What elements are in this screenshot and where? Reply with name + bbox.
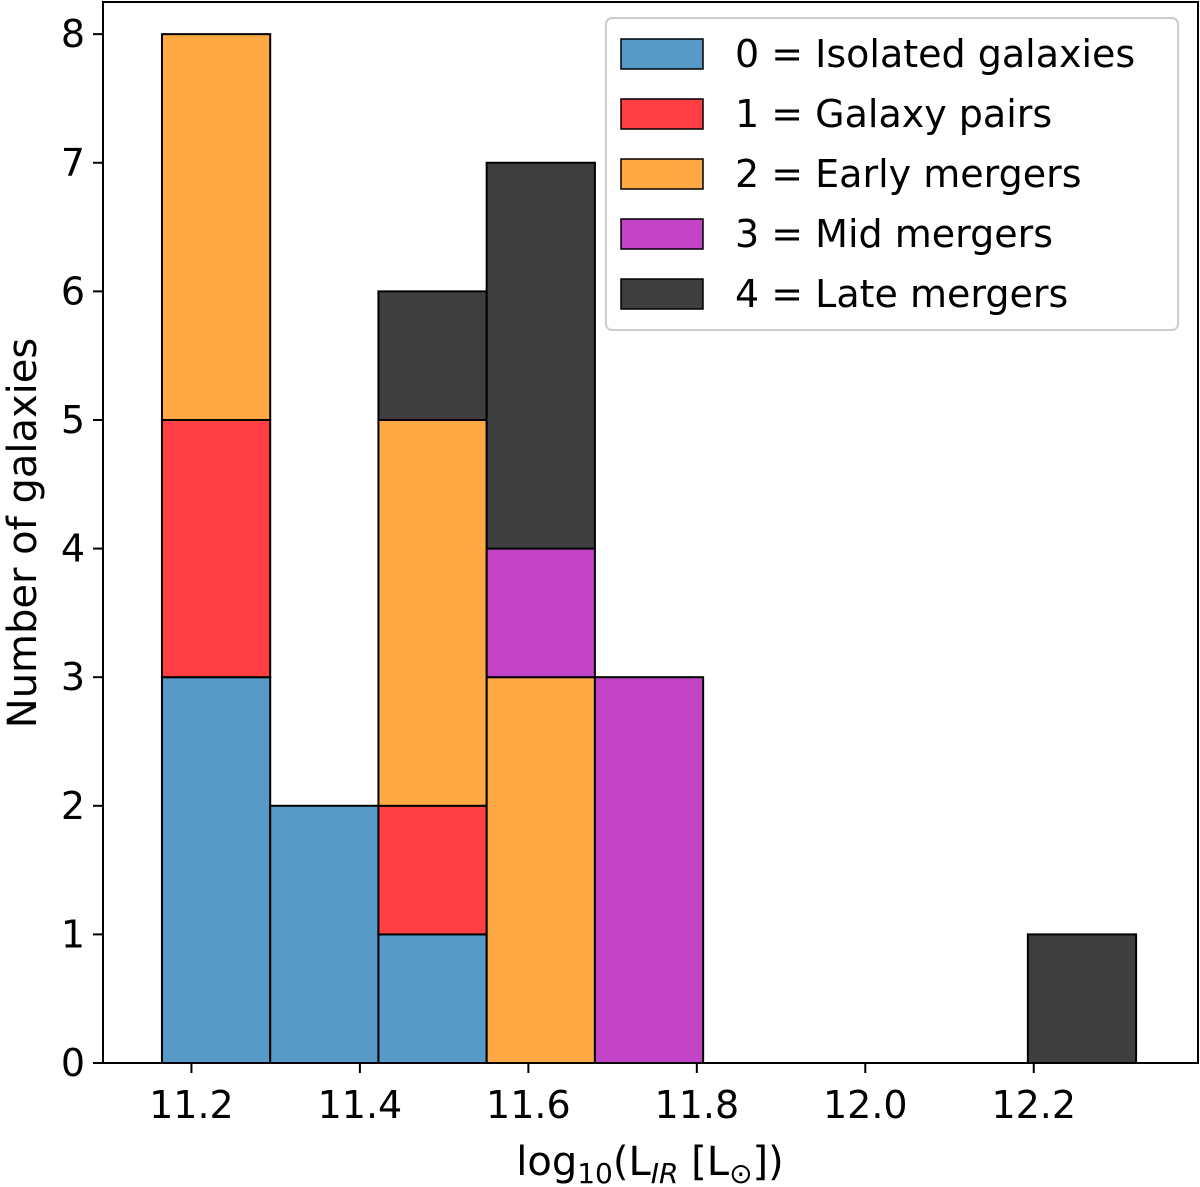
y-axis-ticks: 0 1 2 3 4 5 6 7 8 — [61, 12, 103, 1085]
legend-items: 0 = Isolated galaxies 1 = Galaxy pairs 2 =… — [620, 32, 1135, 316]
x-tick-label: 11.6 — [486, 1083, 571, 1127]
y-tick-label: 1 — [61, 912, 85, 956]
bar-series3-bin3 — [485, 547, 596, 679]
legend-label-4: 4 = Late mergers — [735, 272, 1068, 316]
x-axis-label-log: log — [516, 1139, 577, 1185]
x-axis-label: log10(LIR [L⊙]) — [516, 1139, 784, 1187]
y-tick-label: 3 — [61, 655, 85, 699]
x-axis-label-sun-symbol: ⊙ — [729, 1157, 752, 1187]
bar-series2-bin2 — [377, 418, 488, 807]
legend-label-1: 1 = Galaxy pairs — [735, 92, 1052, 136]
x-tick-label: 12.2 — [991, 1083, 1076, 1127]
bar-series4-bin2 — [377, 290, 488, 421]
x-tick-label: 11.4 — [318, 1083, 403, 1127]
legend-swatch-0 — [620, 38, 704, 70]
bar-series4-bin3 — [485, 161, 596, 550]
bars-group — [160, 33, 1138, 1065]
x-axis-label-unit: [L — [678, 1139, 729, 1185]
x-axis-label-close: ]) — [753, 1139, 784, 1185]
bar-series0-bin1 — [269, 804, 380, 1065]
x-tick-label: 11.2 — [149, 1083, 234, 1127]
x-axis-ticks: 11.2 11.4 11.6 11.8 12.0 12.2 — [149, 1063, 1076, 1127]
y-tick-label: 7 — [61, 141, 85, 185]
bar-series4-bin8 — [1026, 933, 1138, 1064]
legend-swatch-2 — [620, 158, 704, 190]
y-axis-label: Number of galaxies — [0, 338, 46, 728]
x-tick-label: 11.8 — [655, 1083, 740, 1127]
bar-series2-bin0 — [160, 33, 272, 421]
x-axis-label-sub-10: 10 — [577, 1157, 613, 1187]
bar-series0-bin0 — [160, 676, 272, 1064]
plot-frame — [102, 1, 1199, 1064]
legend-label-0: 0 = Isolated galaxies — [735, 32, 1135, 76]
y-tick-label: 6 — [61, 269, 85, 313]
bar-series3-bin4 — [593, 676, 705, 1064]
legend-swatch-1 — [620, 98, 704, 130]
y-tick-label: 2 — [61, 784, 85, 828]
legend-swatch-4 — [620, 278, 704, 310]
x-axis-label-sub-ir: IR — [651, 1157, 679, 1187]
y-tick-label: 5 — [61, 398, 85, 442]
legend: 0 = Isolated galaxies 1 = Galaxy pairs 2 =… — [605, 17, 1179, 331]
y-tick-label: 4 — [61, 527, 85, 571]
legend-box — [605, 17, 1179, 331]
y-tick-label: 0 — [61, 1041, 85, 1085]
legend-swatch-3 — [620, 218, 704, 250]
bar-series1-bin0 — [160, 418, 272, 679]
bar-series2-bin3 — [485, 676, 596, 1064]
x-axis-label-open: (L — [613, 1139, 652, 1185]
x-tick-label: 12.0 — [823, 1083, 908, 1127]
legend-label-3: 3 = Mid mergers — [735, 212, 1053, 256]
y-tick-label: 8 — [61, 12, 85, 56]
legend-label-2: 2 = Early mergers — [735, 152, 1082, 196]
bar-series0-bin2 — [377, 933, 488, 1064]
bar-series1-bin2 — [377, 804, 488, 936]
